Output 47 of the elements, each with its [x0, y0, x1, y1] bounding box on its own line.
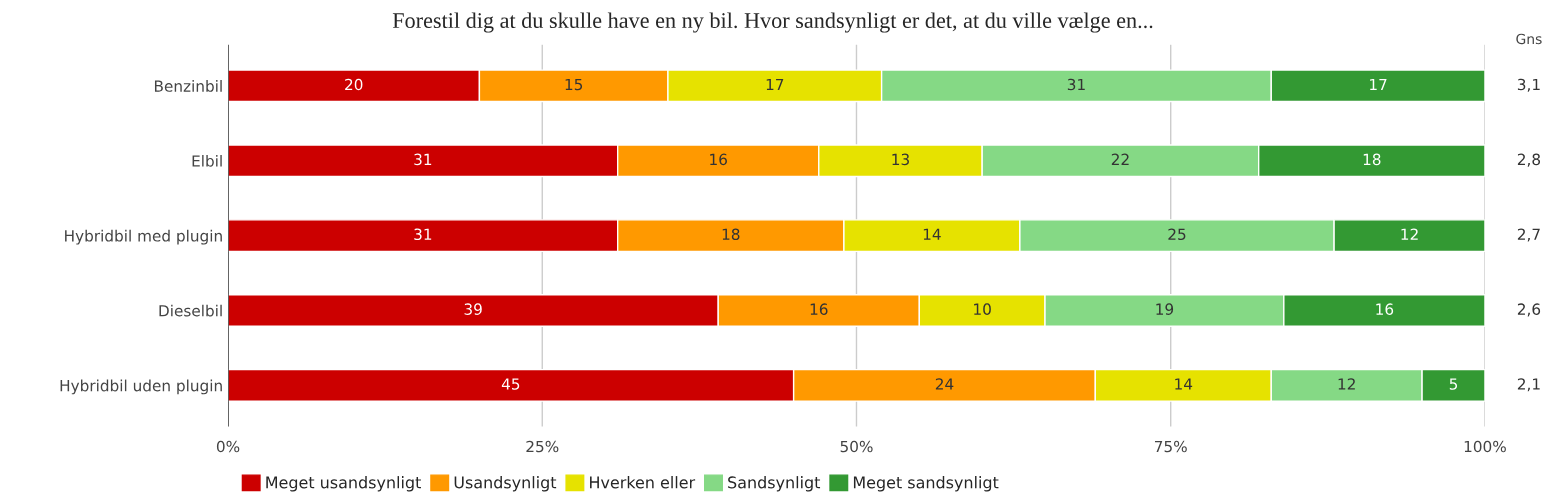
data-label: 22: [1111, 153, 1129, 165]
text: 2,6: [1517, 303, 1541, 317]
data-label: 45: [501, 378, 520, 390]
legend-label: Usandsynligt: [454, 476, 557, 492]
x-tick-label: 50%: [840, 440, 873, 453]
legend-label: Meget usandsynligt: [266, 476, 421, 492]
y-tick-label: Hybridbil med plugin: [65, 229, 222, 245]
legend-label: Meget sandsynligt: [853, 476, 999, 492]
data-label: 18: [1363, 153, 1381, 166]
data-label: 16: [710, 153, 727, 166]
text: 2,7: [1517, 228, 1540, 242]
data-label: 31: [414, 153, 432, 166]
data-label: 18: [722, 228, 740, 241]
data-label: 14: [1175, 378, 1193, 390]
data-label: 15: [565, 78, 583, 91]
data-label: 31: [414, 228, 432, 241]
x-tick-label: 25%: [526, 440, 559, 453]
legend-label: Sandsynligt: [728, 476, 821, 492]
data-label: 20: [345, 78, 363, 91]
y-tick-label: Benzinbil: [154, 80, 222, 92]
data-label: 19: [1156, 303, 1174, 315]
data-label: 16: [810, 303, 828, 315]
data-label: 12: [1338, 378, 1355, 390]
data-label: 31: [1067, 78, 1085, 91]
x-tick-label: 75%: [1154, 440, 1187, 453]
x-tick-label: 100%: [1464, 440, 1506, 453]
data-label: 25: [1168, 228, 1186, 241]
y-tick-label: Hybridbil uden plugin: [60, 379, 222, 395]
data-label: 10: [974, 303, 991, 315]
text: 2,1: [1517, 378, 1540, 392]
data-label: 39: [464, 303, 482, 315]
data-label: 12: [1401, 228, 1418, 240]
y-tick-label: Dieselbil: [159, 304, 222, 317]
y-tick-label: Elbil: [192, 154, 222, 167]
text: 2,8: [1517, 153, 1541, 167]
legend-label: Hverken eller: [590, 476, 696, 489]
text: 3,1: [1517, 78, 1540, 92]
data-label: 13: [892, 153, 909, 166]
data-label: 17: [766, 78, 784, 91]
data-label: 5: [1449, 378, 1458, 390]
text: Gns: [1516, 33, 1542, 45]
chart-title: Forestil dig at du skulle have en ny bil. Hvor sandsynligt er det, at du ville vælge en...: [392, 12, 1153, 33]
data-label: 24: [935, 378, 954, 390]
data-label: 17: [1370, 78, 1387, 91]
data-label: 16: [1376, 303, 1394, 315]
x-tick-label: 0%: [216, 440, 240, 453]
data-label: 14: [923, 228, 941, 240]
